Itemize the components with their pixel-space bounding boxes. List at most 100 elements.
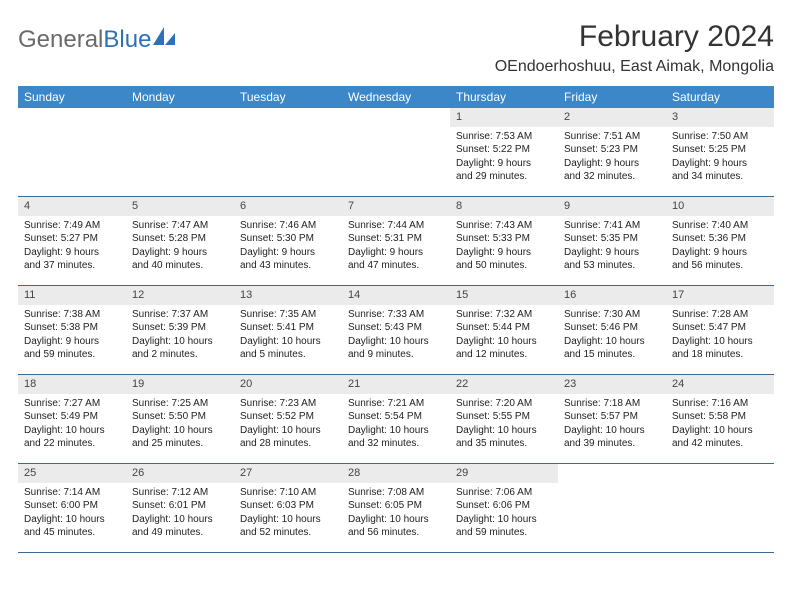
day-sunrise: Sunrise: 7:32 AM	[456, 308, 552, 322]
day-body: Sunrise: 7:49 AMSunset: 5:27 PMDaylight:…	[18, 219, 126, 273]
day-day1: Daylight: 10 hours	[348, 424, 444, 438]
day-sunrise: Sunrise: 7:12 AM	[132, 486, 228, 500]
day-sunset: Sunset: 5:25 PM	[672, 143, 768, 157]
day-day1: Daylight: 10 hours	[348, 513, 444, 527]
day-day2: and 56 minutes.	[348, 526, 444, 540]
day-number: 17	[666, 286, 774, 305]
day-day2: and 28 minutes.	[240, 437, 336, 451]
day-sunrise: Sunrise: 7:33 AM	[348, 308, 444, 322]
day-day1: Daylight: 10 hours	[132, 335, 228, 349]
week-row: 1Sunrise: 7:53 AMSunset: 5:22 PMDaylight…	[18, 108, 774, 197]
day-day1: Daylight: 9 hours	[456, 246, 552, 260]
day-body: Sunrise: 7:50 AMSunset: 5:25 PMDaylight:…	[666, 130, 774, 184]
day-day2: and 56 minutes.	[672, 259, 768, 273]
day-day2: and 32 minutes.	[564, 170, 660, 184]
day-cell: 19 Sunrise: 7:25 AMSunset: 5:50 PMDayligh…	[126, 375, 234, 463]
day-body: Sunrise: 7:27 AMSunset: 5:49 PMDaylight:…	[18, 397, 126, 451]
day-cell: 21Sunrise: 7:21 AMSunset: 5:54 PMDayligh…	[342, 375, 450, 463]
day-sunset: Sunset: 5:35 PM	[564, 232, 660, 246]
day-number: 16	[558, 286, 666, 305]
day-sunset: Sunset: 5:39 PM	[132, 321, 228, 335]
day-cell: 2Sunrise: 7:51 AMSunset: 5:23 PMDaylight…	[558, 108, 666, 196]
day-sunrise: Sunrise: 7:20 AM	[456, 397, 552, 411]
day-day2: and 18 minutes.	[672, 348, 768, 362]
day-sunrise: Sunrise: 7:30 AM	[564, 308, 660, 322]
day-body: Sunrise: 7:30 AMSunset: 5:46 PMDaylight:…	[558, 308, 666, 362]
day-day1: Daylight: 9 hours	[672, 246, 768, 260]
day-day2: and 42 minutes.	[672, 437, 768, 451]
day-sunset: Sunset: 5:36 PM	[672, 232, 768, 246]
day-number: 5	[126, 197, 234, 216]
day-sunset: Sunset: 6:03 PM	[240, 499, 336, 513]
day-body: Sunrise: 7:33 AMSunset: 5:43 PMDaylight:…	[342, 308, 450, 362]
day-day1: Daylight: 10 hours	[456, 513, 552, 527]
day-number: 15	[450, 286, 558, 305]
day-cell: 15 Sunrise: 7:32 AMSunset: 5:44 PMDayligh…	[450, 286, 558, 374]
day-day1: Daylight: 10 hours	[132, 513, 228, 527]
day-sunset: Sunset: 5:44 PM	[456, 321, 552, 335]
weeks-container: 1Sunrise: 7:53 AMSunset: 5:22 PMDaylight…	[18, 108, 774, 553]
day-number: 26	[126, 464, 234, 483]
day-sunset: Sunset: 6:06 PM	[456, 499, 552, 513]
day-sunset: Sunset: 5:50 PM	[132, 410, 228, 424]
day-day2: and 9 minutes.	[348, 348, 444, 362]
day-header-saturday: Saturday	[666, 86, 774, 108]
day-cell: 17Sunrise: 7:28 AMSunset: 5:47 PMDayligh…	[666, 286, 774, 374]
day-day2: and 37 minutes.	[24, 259, 120, 273]
day-number: 23	[558, 375, 666, 394]
day-sunset: Sunset: 6:05 PM	[348, 499, 444, 513]
logo-text-general: General	[18, 26, 103, 54]
day-sunset: Sunset: 5:33 PM	[456, 232, 552, 246]
day-day1: Daylight: 10 hours	[672, 424, 768, 438]
day-day1: Daylight: 10 hours	[672, 335, 768, 349]
day-cell: 3Sunrise: 7:50 AMSunset: 5:25 PMDaylight…	[666, 108, 774, 196]
day-sunrise: Sunrise: 7:44 AM	[348, 219, 444, 233]
day-body: Sunrise: 7:53 AMSunset: 5:22 PMDaylight:…	[450, 130, 558, 184]
day-sunrise: Sunrise: 7:49 AM	[24, 219, 120, 233]
day-cell: 14Sunrise: 7:33 AMSunset: 5:43 PMDayligh…	[342, 286, 450, 374]
day-body: Sunrise: 7:41 AMSunset: 5:35 PMDaylight:…	[558, 219, 666, 273]
day-day1: Daylight: 10 hours	[456, 335, 552, 349]
day-day2: and 47 minutes.	[348, 259, 444, 273]
day-header-monday: Monday	[126, 86, 234, 108]
day-body: Sunrise: 7:20 AMSunset: 5:55 PMDaylight:…	[450, 397, 558, 451]
day-sunrise: Sunrise: 7:41 AM	[564, 219, 660, 233]
day-sunset: Sunset: 5:46 PM	[564, 321, 660, 335]
day-cell	[558, 464, 666, 552]
day-sunrise: Sunrise: 7:38 AM	[24, 308, 120, 322]
day-body: Sunrise: 7:25 AMSunset: 5:50 PMDaylight:…	[126, 397, 234, 451]
month-title: February 2024	[495, 20, 774, 54]
day-day2: and 32 minutes.	[348, 437, 444, 451]
logo-sail-icon	[153, 26, 175, 54]
day-cell	[666, 464, 774, 552]
day-day1: Daylight: 10 hours	[240, 335, 336, 349]
day-day2: and 29 minutes.	[456, 170, 552, 184]
day-day1: Daylight: 9 hours	[456, 157, 552, 171]
day-sunrise: Sunrise: 7:28 AM	[672, 308, 768, 322]
day-day1: Daylight: 10 hours	[348, 335, 444, 349]
day-sunset: Sunset: 5:22 PM	[456, 143, 552, 157]
day-cell: 29Sunrise: 7:06 AMSunset: 6:06 PMDayligh…	[450, 464, 558, 552]
day-header-row: Sunday Monday Tuesday Wednesday Thursday…	[18, 86, 774, 108]
day-number: 4	[18, 197, 126, 216]
day-body: Sunrise: 7:16 AMSunset: 5:58 PMDaylight:…	[666, 397, 774, 451]
day-day2: and 52 minutes.	[240, 526, 336, 540]
day-cell: 24Sunrise: 7:16 AMSunset: 5:58 PMDayligh…	[666, 375, 774, 463]
day-sunrise: Sunrise: 7:06 AM	[456, 486, 552, 500]
day-day1: Daylight: 9 hours	[564, 157, 660, 171]
day-sunset: Sunset: 5:57 PM	[564, 410, 660, 424]
day-day1: Daylight: 10 hours	[24, 513, 120, 527]
day-day2: and 35 minutes.	[456, 437, 552, 451]
day-body: Sunrise: 7:21 AMSunset: 5:54 PMDaylight:…	[342, 397, 450, 451]
day-header-sunday: Sunday	[18, 86, 126, 108]
day-body: Sunrise: 7:40 AMSunset: 5:36 PMDaylight:…	[666, 219, 774, 273]
day-sunrise: Sunrise: 7:50 AM	[672, 130, 768, 144]
day-cell	[126, 108, 234, 196]
day-cell: 13Sunrise: 7:35 AMSunset: 5:41 PMDayligh…	[234, 286, 342, 374]
day-day2: and 50 minutes.	[456, 259, 552, 273]
week-row: 11Sunrise: 7:38 AMSunset: 5:38 PMDayligh…	[18, 286, 774, 375]
day-cell: 26Sunrise: 7:12 AMSunset: 6:01 PMDayligh…	[126, 464, 234, 552]
day-number: 10	[666, 197, 774, 216]
day-sunrise: Sunrise: 7:16 AM	[672, 397, 768, 411]
day-number: 19	[126, 375, 234, 394]
